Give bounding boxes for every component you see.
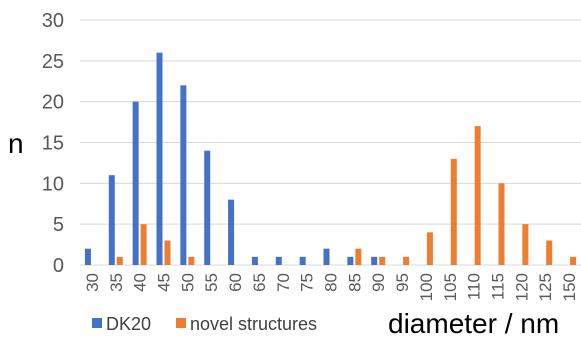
x-tick-label: 115: [489, 273, 508, 300]
y-tick-label: 25: [42, 51, 64, 73]
bar-dk20-50: [180, 85, 187, 265]
bar-novel-structures-110: [474, 126, 481, 266]
x-tick-label: 100: [417, 273, 436, 301]
x-tick-label: 65: [250, 273, 269, 292]
bar-dk20-70: [275, 256, 282, 265]
bars: [84, 52, 577, 266]
bar-novel-structures-50: [188, 256, 195, 265]
x-axis-label: diameter / nm: [388, 308, 559, 338]
y-tick-label: 10: [42, 173, 64, 195]
bar-dk20-55: [204, 150, 211, 265]
gridlines: [80, 19, 581, 266]
bar-dk20-60: [228, 199, 235, 265]
x-tick-label: 30: [83, 273, 102, 292]
x-tick-label: 70: [274, 273, 293, 292]
x-tick-label: 55: [202, 273, 221, 292]
x-tick-label: 110: [465, 273, 484, 300]
bar-dk20-85: [347, 256, 354, 265]
x-tick-label: 125: [536, 273, 555, 301]
bar-dk20-80: [323, 248, 330, 265]
x-tick-label: 150: [560, 273, 579, 301]
bar-novel-structures-120: [522, 224, 529, 265]
x-tick-label: 60: [226, 273, 245, 292]
y-tick-labels: 0 5 10 15 20 25 30: [42, 10, 64, 277]
x-tick-label: 40: [131, 273, 150, 292]
bar-novel-structures-45: [164, 240, 171, 265]
x-tick-label: 45: [155, 273, 174, 292]
bar-novel-structures-40: [140, 224, 147, 265]
bar-dk20-35: [108, 175, 115, 265]
bar-dk20-30: [84, 248, 91, 265]
y-tick-label: 0: [53, 255, 64, 277]
y-axis-label: n: [8, 128, 24, 159]
legend-swatch-novel-structures: [176, 318, 186, 328]
x-tick-label: 75: [298, 273, 317, 292]
legend-swatch-dk20: [92, 318, 102, 328]
bar-dk20-90: [371, 256, 378, 265]
bar-novel-structures-35: [116, 256, 123, 265]
bar-novel-structures-125: [546, 240, 553, 265]
x-tick-label: 105: [441, 273, 460, 301]
bar-dk20-45: [156, 52, 163, 265]
y-tick-label: 20: [42, 92, 64, 114]
legend-label-novel-structures: novel structures: [190, 314, 317, 334]
bar-novel-structures-85: [355, 248, 362, 265]
bar-dk20-75: [299, 256, 306, 265]
x-tick-label: 35: [107, 273, 126, 292]
y-tick-label: 5: [53, 214, 64, 236]
x-tick-label: 85: [345, 273, 364, 292]
x-tick-label: 50: [178, 273, 197, 292]
y-tick-label: 30: [42, 10, 64, 32]
legend: DK20 novel structures: [92, 314, 317, 334]
x-tick-label: 80: [322, 273, 341, 292]
legend-label-dk20: DK20: [106, 314, 151, 334]
y-tick-label: 15: [42, 133, 64, 155]
bar-novel-structures-100: [426, 232, 433, 265]
x-tick-labels: 30 35 40 45 50 55 60 65 70 75 80 85 90 95 100 105 110 115…: [83, 273, 579, 301]
bar-novel-structures-90: [379, 256, 386, 265]
bar-novel-structures-105: [450, 158, 457, 265]
bar-novel-structures-150: [570, 256, 577, 265]
x-tick-label: 120: [512, 273, 531, 301]
x-tick-label: 90: [369, 273, 388, 292]
bar-novel-structures-115: [498, 183, 505, 265]
bar-novel-structures-95: [403, 256, 410, 265]
bar-dk20-65: [251, 256, 258, 265]
bar-dk20-40: [132, 101, 139, 266]
x-tick-label: 95: [393, 273, 412, 292]
